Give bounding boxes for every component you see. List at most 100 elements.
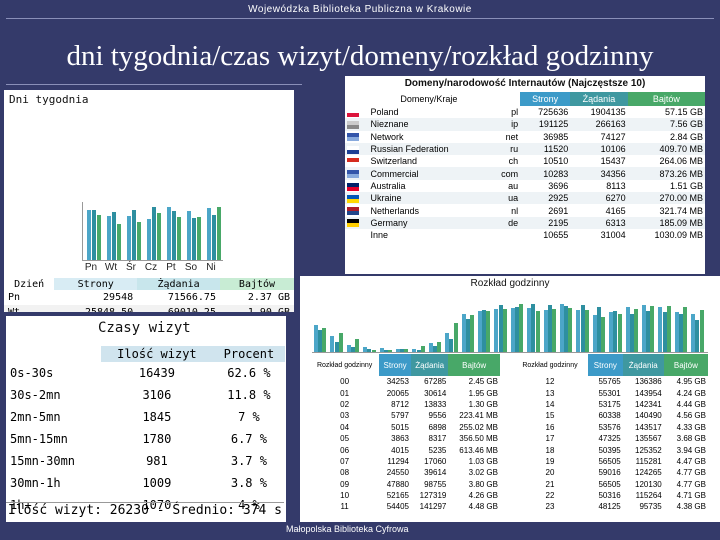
hours-cell: 47880: [386, 479, 409, 489]
visits-cell: 16439: [138, 366, 175, 380]
hours-cell: 54405: [386, 502, 409, 512]
hours-cell: 05: [340, 434, 350, 444]
hours-cell: 223.41 MB: [459, 411, 498, 421]
hours-cell: 5797: [391, 411, 409, 421]
hours-cell: 115264: [635, 491, 662, 501]
hour-bar-17: [592, 315, 597, 352]
hours-cell: 50316: [598, 491, 621, 501]
hour-bar-05: [396, 349, 400, 352]
hours-cell: 30614: [424, 388, 447, 398]
visits-row: 0s-30s 16439 62.6 %: [9, 362, 285, 384]
countries-col-header: Domeny/Kraje: [368, 92, 490, 106]
hour-bar-20: [646, 311, 651, 352]
hours-cell: 60338: [598, 411, 621, 421]
days-row: Pn 29548 71566.75 2.37 GB: [4, 290, 294, 305]
hours-row: 23 48125 95735 4.38 GB: [512, 501, 708, 512]
hours-cell: 17060: [424, 456, 447, 466]
countries-row: Germany de 2195 6313 185.09 MB: [345, 216, 705, 229]
days-cell: 29548: [103, 292, 134, 303]
country-cell: 7.56 GB: [627, 118, 705, 131]
hours-cell: 67285: [424, 377, 447, 387]
country-cell: 11520: [520, 142, 571, 156]
hour-bar-06: [416, 350, 421, 352]
country-name: Netherlands: [370, 205, 420, 216]
hours-cell: 4.77 GB: [676, 479, 706, 489]
hourly-table-right: Rozkład godzinny Strony Żądania Bajtów 12 55…: [512, 354, 708, 513]
country-flag-icon: [347, 231, 359, 240]
hour-bar-13: [531, 304, 536, 352]
day-bar-Wt-żądania: [112, 212, 116, 260]
hours-cell: 125352: [635, 445, 662, 455]
country-name: Australia: [370, 180, 406, 191]
hours-cell: 143954: [635, 388, 662, 398]
days-cell: 2.37 GB: [247, 292, 290, 303]
hours-row: 06 4015 5235 613.46 MB: [310, 444, 500, 455]
flag-cell: [345, 229, 369, 241]
country-cell: 1904135: [590, 107, 626, 118]
hour-bar-01: [330, 336, 335, 352]
hours-row: 16 53576 143517 4.33 GB: [512, 422, 708, 433]
hours-cell: 8712: [391, 399, 409, 409]
hour-bar-18: [609, 312, 614, 352]
hours-col-header: Rozkład godzinny: [512, 354, 588, 376]
hourly-bar-chart: [312, 300, 708, 353]
countries-col-header: Strony: [520, 92, 571, 106]
hours-cell: 17: [545, 434, 555, 444]
countries-row: Russian Federation ru 11520 10106 409.70 MB: [345, 142, 705, 156]
hours-cell: 613.46 MB: [459, 445, 498, 455]
hours-cell: 11: [340, 502, 349, 512]
hour-bar-14: [547, 305, 552, 352]
hour-bar-16: [580, 305, 585, 352]
country-cell: 409.70 MB: [627, 142, 705, 156]
day-bar-Śr-bajtów: [137, 222, 141, 260]
hour-bar-21: [662, 312, 667, 352]
library-header: Wojewódzka Biblioteka Publiczna w Krakow…: [248, 4, 472, 15]
hour-bar-16: [584, 310, 589, 352]
flag-cell: [345, 192, 369, 205]
country-code: net: [505, 131, 519, 142]
hour-bar-13: [527, 308, 532, 352]
hours-row: 19 56505 115281 4.47 GB: [512, 456, 708, 467]
hourly-panel: Rozkład godzinny Rozkład godzinny Strony Ż…: [300, 276, 720, 522]
hours-cell: 135567: [635, 434, 662, 444]
day-bar-Pn-żądania: [92, 210, 96, 260]
hours-cell: 4.56 GB: [676, 411, 706, 421]
country-cell: 31004: [600, 230, 626, 241]
hourly-table-left: Rozkład godzinny Strony Żądania Bajtów 00 34…: [310, 354, 500, 513]
hours-cell: 3.68 GB: [676, 434, 706, 444]
visits-cell: 30s-2mn: [10, 388, 61, 402]
country-cell: 15437: [600, 156, 626, 167]
hours-cell: 4.24 GB: [676, 388, 706, 398]
hours-cell: 141297: [419, 502, 447, 512]
day-bar-Ni-żądania: [212, 215, 216, 260]
hours-cell: 4.48 GB: [468, 502, 498, 512]
hours-row: 01 20065 30614 1.95 GB: [310, 387, 500, 398]
day-bar-So-bajtów: [197, 217, 201, 260]
hours-cell: 13833: [424, 399, 447, 409]
day-bar-Pt-bajtów: [177, 217, 181, 260]
hour-bar-03: [367, 349, 372, 352]
hours-cell: 356.50 MB: [459, 434, 498, 444]
hours-row: 22 50316 115264 4.71 GB: [512, 490, 708, 501]
header-divider: [6, 18, 714, 19]
hours-cell: 3863: [391, 434, 409, 444]
hour-bar-20: [642, 305, 646, 352]
hour-bar-16: [576, 310, 581, 352]
visits-cell: 3106: [142, 388, 172, 402]
hours-row: 09 47880 98755 3.80 GB: [310, 479, 500, 490]
hour-bar-21: [666, 306, 671, 352]
country-code: com: [489, 167, 521, 180]
hours-row: 12 55765 136386 4.95 GB: [512, 376, 708, 387]
country-cell: 873.26 MB: [627, 167, 705, 180]
hour-bar-23: [695, 320, 700, 352]
hours-col-header: Żądania: [410, 354, 449, 376]
footer-text: Małopolska Biblioteka Cyfrowa: [286, 524, 409, 534]
country-code: ip: [489, 118, 521, 131]
countries-row: Commercial com 10283 34356 873.26 MB: [345, 167, 705, 180]
country-cell: 1030.09 MB: [654, 230, 703, 241]
day-bar-Wt-strony: [107, 216, 111, 260]
country-flag-icon: [347, 121, 359, 130]
hour-bar-10: [478, 311, 482, 352]
hour-bar-05: [404, 349, 409, 352]
hours-cell: 1.95 GB: [468, 388, 498, 398]
